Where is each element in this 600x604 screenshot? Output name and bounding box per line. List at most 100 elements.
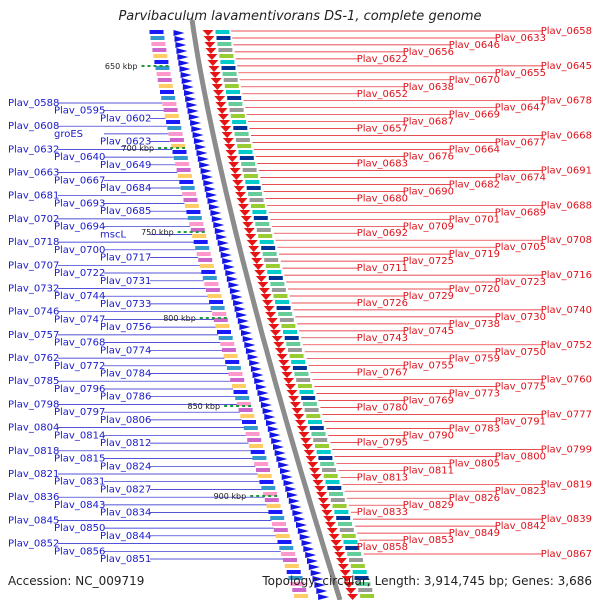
reverse-gene-arrow [222,138,234,144]
feature-block [332,504,347,508]
feature-block [264,258,279,262]
feature-block [163,108,178,112]
gene-label: Plav_0843 [54,500,105,511]
gene-label: Plav_0800 [495,451,546,462]
reverse-gene-arrow [243,228,255,234]
feature-block [292,588,307,592]
forward-gene-arrow [254,378,266,384]
forward-gene-arrow [281,474,293,480]
feature-block [284,564,299,568]
reverse-gene-arrow [291,408,303,414]
feature-block [320,462,335,466]
gene-label: Plav_0702 [8,214,59,225]
reverse-gene-arrow [293,414,305,420]
forward-gene-arrow [310,570,322,576]
forward-gene-arrow [228,282,240,288]
feature-block [222,72,237,76]
gene-label: Plav_0692 [357,228,408,239]
reverse-gene-arrow [278,360,290,366]
gene-label: Plav_0777 [541,410,592,421]
reverse-gene-arrow [274,348,286,354]
feature-block [327,486,342,490]
reverse-gene-arrow [289,402,301,408]
gene-label: Plav_0646 [449,40,500,51]
forward-gene-arrow [297,528,309,534]
gene-label: Plav_0767 [357,368,408,379]
gene-label: Plav_0602 [100,114,151,125]
feature-block [257,474,272,478]
reverse-gene-arrow [336,558,347,564]
gene-label: Plav_0723 [495,277,546,288]
gene-label: Plav_0608 [8,121,59,132]
gene-label: Plav_0711 [357,263,408,274]
feature-block [341,534,356,538]
feature-block [323,474,338,478]
gene-label: Plav_0740 [541,305,592,316]
gene-label: Plav_0769 [403,396,454,407]
feature-block [173,156,188,160]
gene-label: mscL [100,229,126,240]
reverse-gene-arrow [300,438,312,444]
feature-block [306,414,321,418]
forward-gene-arrow [234,306,246,312]
reverse-gene-arrow [242,222,254,228]
feature-block [209,300,224,304]
forward-gene-arrow [192,132,204,138]
feature-block [268,510,283,514]
gene-label: Plav_0730 [495,312,546,323]
forward-gene-arrow [283,480,295,486]
gene-label: Plav_0638 [403,82,454,93]
gene-label: Plav_0856 [54,546,105,557]
forward-gene-arrow [301,540,313,546]
feature-block [354,576,369,580]
feature-block [220,342,235,346]
feature-block [225,360,240,364]
gene-label: Plav_0700 [54,245,105,256]
feature-block [156,72,171,76]
feature-block [190,228,205,232]
feature-block [240,414,255,418]
feature-block [198,258,213,262]
feature-block [161,96,176,100]
forward-gene-arrow [242,336,254,342]
feature-block [287,348,302,352]
forward-gene-arrow [181,78,193,84]
reverse-gene-arrow [225,150,237,156]
forward-gene-arrow [308,564,320,570]
forward-gene-arrow [318,594,330,600]
feature-block [149,30,164,34]
feature-block [276,306,291,310]
feature-block [238,408,253,412]
feature-block [158,84,173,88]
feature-block [343,540,358,544]
feature-block [167,126,182,130]
forward-gene-arrow [174,36,186,42]
gene-label: Plav_0759 [449,354,500,365]
gene-label: Plav_0831 [54,477,105,488]
gene-label: Plav_0829 [403,500,454,511]
feature-block [183,198,198,202]
feature-block [239,156,254,160]
feature-block [336,516,351,520]
gene-label: Plav_0707 [8,260,59,271]
reverse-gene-arrow [279,366,291,372]
reverse-gene-arrow [265,312,277,318]
gene-label: Plav_0623 [100,137,151,148]
gene-label: Plav_0805 [449,458,500,469]
reverse-gene-arrow [211,84,223,90]
reverse-gene-arrow [266,318,278,324]
forward-gene-arrow [188,114,200,120]
forward-gene-arrow [219,246,231,252]
feature-block [228,102,243,106]
gene-label: Plav_0693 [54,199,105,210]
gene-label: Plav_0814 [54,430,105,441]
feature-block [273,528,288,532]
forward-gene-arrow [294,516,306,522]
forward-gene-arrow [299,534,311,540]
forward-gene-arrow [271,438,283,444]
feature-block [223,78,238,82]
feature-block [286,342,301,346]
gene-label: Plav_0812 [100,438,151,449]
feature-block [189,222,204,226]
backbone-track [189,19,343,601]
